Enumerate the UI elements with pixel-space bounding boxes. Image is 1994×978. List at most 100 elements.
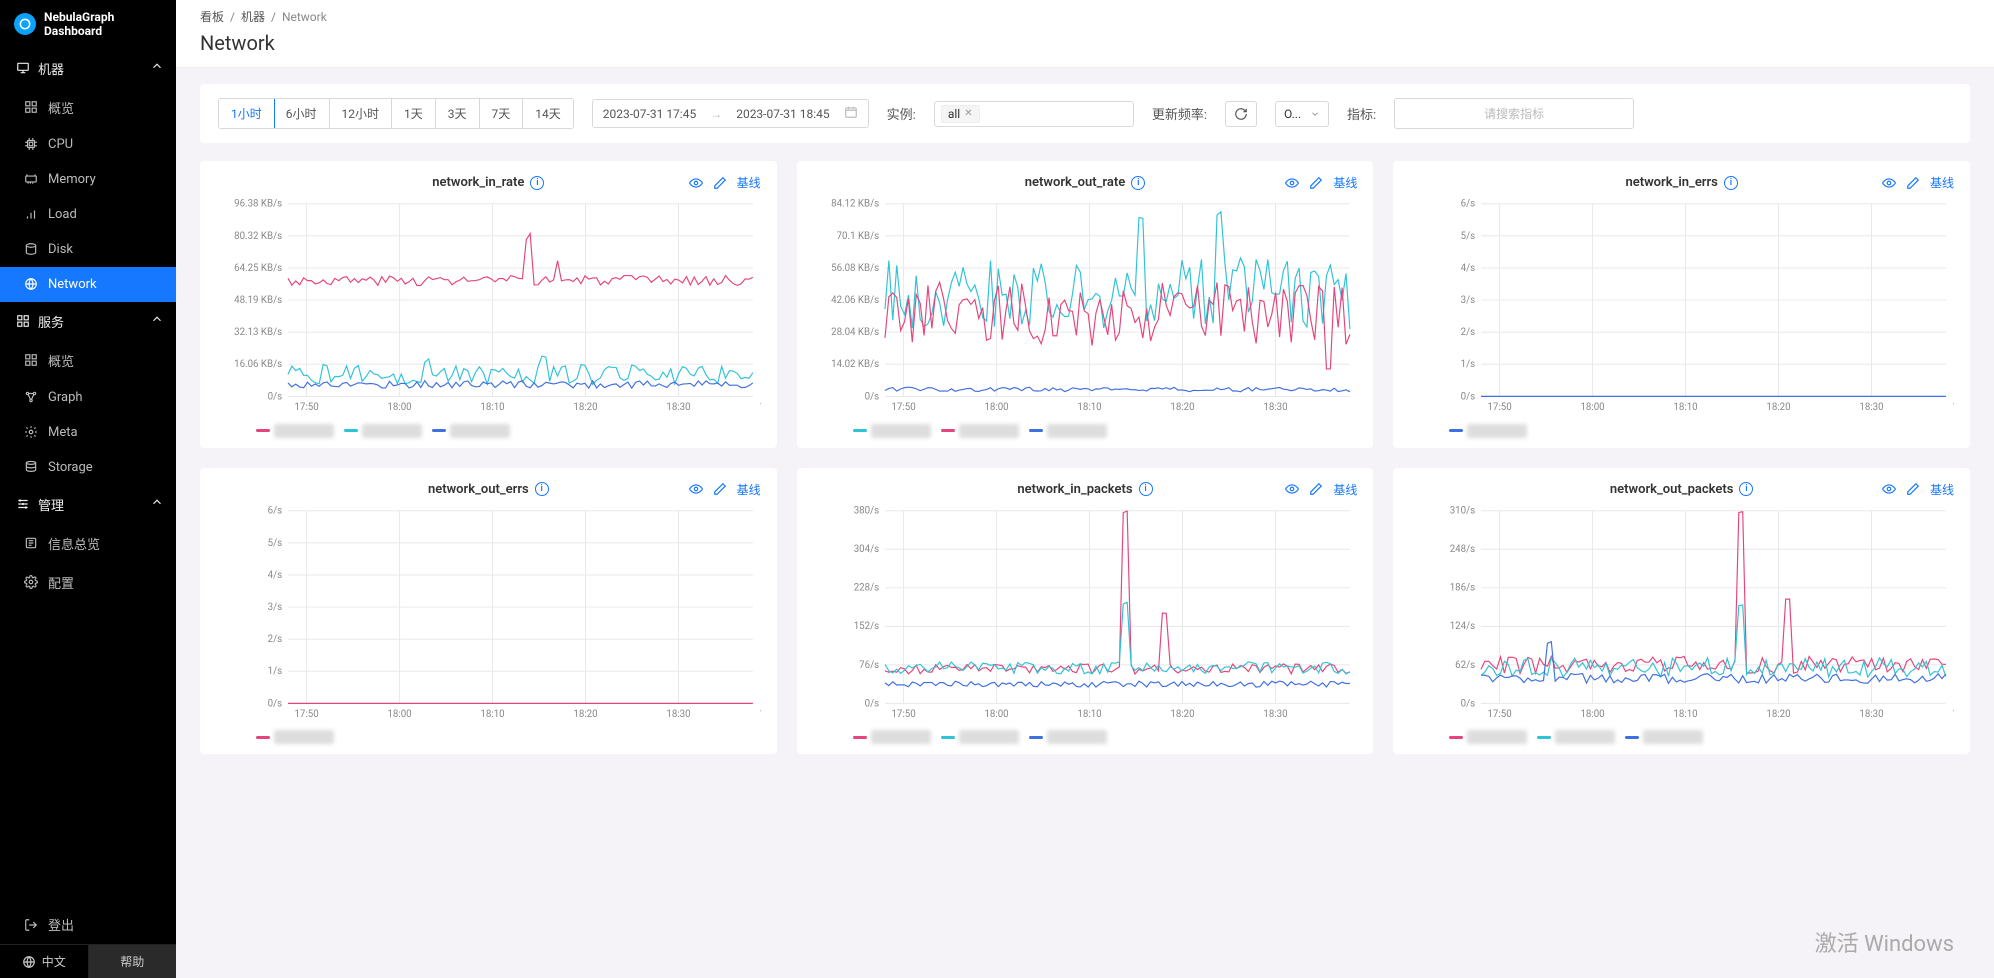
baseline-link[interactable]: 基线 (737, 174, 761, 191)
edit-icon[interactable] (1309, 176, 1323, 190)
range-button-6[interactable]: 14天 (523, 99, 573, 128)
refresh-interval-select[interactable]: O... (1275, 101, 1329, 127)
chart-title: network_in_errs i (1625, 175, 1737, 190)
svg-text:18:30: 18:30 (1263, 402, 1287, 413)
edit-icon[interactable] (1906, 176, 1920, 190)
svg-text:18:40: 18:40 (1953, 709, 1954, 720)
svg-text:18:40: 18:40 (1356, 709, 1357, 720)
svg-text:18:10: 18:10 (1077, 709, 1101, 720)
help-button[interactable]: 帮助 (88, 945, 177, 978)
sidebar-item-memory[interactable]: Memory (0, 162, 176, 197)
range-button-0[interactable]: 1小时 (218, 98, 275, 129)
group-machine-icon (16, 61, 30, 75)
close-icon[interactable]: ✕ (964, 108, 972, 119)
sidebar-item-label: CPU (48, 137, 73, 152)
svg-text:18:40: 18:40 (759, 402, 760, 413)
sidebar-item-配置[interactable]: 配置 (0, 563, 176, 602)
controls-bar: 1小时6小时12小时1天3天7天14天 2023-07-31 17:45 → 2… (200, 84, 1970, 143)
sidebar-item-load[interactable]: Load (0, 197, 176, 232)
chart-plot: 310/s248/s186/s124/s62/s0/s17:5018:0018:… (1409, 503, 1954, 727)
overview-icon (24, 353, 38, 367)
svg-text:17:50: 17:50 (891, 709, 915, 720)
range-button-4[interactable]: 3天 (436, 99, 480, 128)
svg-text:5/s: 5/s (1461, 231, 1476, 242)
info-icon[interactable]: i (535, 482, 549, 496)
sidebar-item-概览[interactable]: 概览 (0, 88, 176, 127)
info-icon[interactable]: i (1139, 482, 1153, 496)
graph-icon (24, 390, 38, 404)
help-label: 帮助 (120, 953, 144, 970)
sidebar-item-network[interactable]: Network (0, 267, 176, 302)
info-icon[interactable]: i (530, 176, 544, 190)
sidebar-item-storage[interactable]: Storage (0, 450, 176, 485)
eye-icon[interactable] (1882, 482, 1896, 496)
language-button[interactable]: 中文 (0, 945, 88, 978)
chart-title: network_out_rate i (1025, 175, 1146, 190)
baseline-link[interactable]: 基线 (1333, 174, 1357, 191)
metric-search-input[interactable]: 请搜索指标 (1394, 98, 1634, 129)
info-icon[interactable]: i (1739, 482, 1753, 496)
info-icon[interactable]: i (1131, 176, 1145, 190)
edit-icon[interactable] (713, 176, 727, 190)
chart-legend (1409, 726, 1954, 744)
sidebar-item-graph[interactable]: Graph (0, 380, 176, 415)
breadcrumb-dashboard[interactable]: 看板 (200, 8, 224, 25)
svg-text:18:00: 18:00 (387, 402, 411, 413)
chart-plot: 84.12 KB/s70.1 KB/s56.08 KB/s42.06 KB/s2… (813, 196, 1358, 420)
edit-icon[interactable] (1309, 482, 1323, 496)
chart-card: network_in_rate i 基线 96.38 KB/s80.32 KB/… (200, 161, 777, 448)
svg-text:228/s: 228/s (853, 582, 878, 593)
svg-text:0/s: 0/s (268, 698, 283, 709)
breadcrumb-machine[interactable]: 机器 (241, 8, 265, 25)
range-button-3[interactable]: 1天 (392, 99, 436, 128)
refresh-label: 更新频率: (1152, 104, 1207, 123)
eye-icon[interactable] (1285, 482, 1299, 496)
baseline-link[interactable]: 基线 (1930, 174, 1954, 191)
sidebar-item-信息总览[interactable]: 信息总览 (0, 524, 176, 563)
sidebar-group[interactable]: 管理 (0, 485, 176, 524)
info-icon[interactable]: i (1724, 176, 1738, 190)
svg-text:18:20: 18:20 (1767, 709, 1791, 720)
sidebar-item-disk[interactable]: Disk (0, 232, 176, 267)
chart-title: network_out_packets i (1610, 482, 1754, 497)
date-range-picker[interactable]: 2023-07-31 17:45 → 2023-07-31 18:45 (592, 99, 869, 128)
range-button-2[interactable]: 12小时 (330, 99, 393, 128)
edit-icon[interactable] (713, 482, 727, 496)
sidebar-item-label: Memory (48, 172, 96, 187)
chevron-up-icon (150, 59, 164, 77)
svg-text:84.12 KB/s: 84.12 KB/s (831, 199, 879, 210)
svg-text:304/s: 304/s (853, 544, 878, 555)
svg-text:17:50: 17:50 (1488, 709, 1512, 720)
instance-select[interactable]: all ✕ (934, 101, 1134, 127)
eye-icon[interactable] (1882, 176, 1896, 190)
sidebar-item-label: Meta (48, 425, 78, 440)
sidebar-item-cpu[interactable]: CPU (0, 127, 176, 162)
chart-legend (1409, 420, 1954, 438)
eye-icon[interactable] (689, 482, 703, 496)
sidebar-item-meta[interactable]: Meta (0, 415, 176, 450)
range-button-1[interactable]: 6小时 (274, 99, 330, 128)
instance-label: 实例: (887, 104, 916, 123)
eye-icon[interactable] (1285, 176, 1299, 190)
svg-text:17:50: 17:50 (891, 402, 915, 413)
logout-button[interactable]: 登出 (0, 905, 176, 944)
baseline-link[interactable]: 基线 (1930, 481, 1954, 498)
sidebar-group[interactable]: 机器 (0, 49, 176, 88)
logout-icon (24, 918, 38, 932)
refresh-button[interactable] (1225, 101, 1257, 127)
arrow-right-icon: → (710, 107, 722, 121)
sidebar-group[interactable]: 服务 (0, 302, 176, 341)
svg-text:4/s: 4/s (1461, 263, 1476, 274)
chevron-up-icon (150, 312, 164, 330)
sidebar-item-概览[interactable]: 概览 (0, 341, 176, 380)
baseline-link[interactable]: 基线 (737, 481, 761, 498)
svg-text:18:00: 18:00 (387, 709, 411, 720)
page-title: Network (200, 31, 1970, 55)
range-button-5[interactable]: 7天 (480, 99, 524, 128)
eye-icon[interactable] (689, 176, 703, 190)
svg-text:18:00: 18:00 (1581, 402, 1605, 413)
baseline-link[interactable]: 基线 (1333, 481, 1357, 498)
sidebar-item-label: 概览 (48, 351, 74, 370)
globe-icon (22, 955, 36, 969)
edit-icon[interactable] (1906, 482, 1920, 496)
